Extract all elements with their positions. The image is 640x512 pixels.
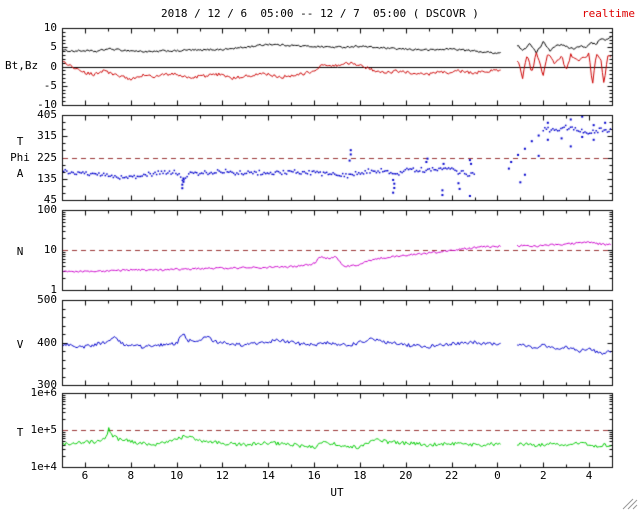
panel-label-n-text: N	[16, 245, 24, 258]
y-tick-label: 315	[37, 129, 57, 143]
panel-label-bt-bz: Bt,Bz	[5, 59, 39, 72]
y-tick-label: 100	[37, 203, 57, 216]
y-tick-label: 1e+5	[30, 423, 58, 436]
x-tick-label: 6	[81, 469, 89, 482]
x-tick-label: 16	[307, 469, 321, 482]
y-tick-label: 1e+4	[30, 460, 58, 473]
x-tick-label: 4	[585, 469, 593, 482]
realtime-badge: realtime	[582, 7, 635, 20]
x-tick-label: 10	[169, 469, 184, 482]
x-tick-label: 12	[215, 469, 230, 482]
panel-label-phi: T Phi A	[2, 134, 38, 182]
plot-title: 2018 / 12 / 6 05:00 -- 12 / 7 05:00 ( DS…	[161, 7, 479, 20]
x-tick-label: 14	[261, 469, 275, 482]
y-tick-label: 135	[37, 171, 57, 185]
x-tick-label: 8	[127, 469, 135, 482]
y-tick-label: 45	[43, 193, 57, 206]
y-tick-label: -10	[37, 98, 57, 111]
panel-label-phi-line2: Phi	[10, 151, 30, 164]
y-tick-label: 10	[43, 243, 57, 256]
x-tick-label: 22	[444, 469, 459, 482]
panel-label-temperature: T	[2, 425, 38, 441]
y-tick-label: 405	[37, 108, 57, 121]
x-tick-label: 20	[399, 469, 413, 482]
x-tick-label: 0	[494, 469, 501, 482]
x-tick-label: 2	[539, 469, 547, 482]
y-tick-label: 400	[37, 335, 57, 349]
panel-label-t-text: T	[16, 426, 24, 439]
y-tick-label: 500	[37, 293, 57, 306]
panel-label-density: N	[2, 244, 38, 260]
resize-handle-icon	[622, 498, 638, 510]
y-tick-label: 300	[37, 378, 57, 391]
x-tick-label: 18	[353, 469, 367, 482]
panel-label-phi-line1: T	[16, 135, 24, 148]
x-axis-label: UT	[330, 486, 344, 499]
y-tick-label: 1	[50, 283, 57, 296]
y-tick-label: 10	[43, 21, 57, 34]
y-tick-label: 1e+6	[30, 386, 58, 399]
y-tick-label: 5	[50, 40, 57, 54]
panel-label-phi-line3: A	[16, 167, 24, 180]
panel-label-velocity: V	[2, 337, 38, 353]
y-tick-label: 0	[50, 59, 57, 73]
y-tick-label: 225	[37, 150, 57, 164]
y-tick-label: -5	[43, 78, 57, 92]
panel-label-v-text: V	[16, 338, 24, 351]
